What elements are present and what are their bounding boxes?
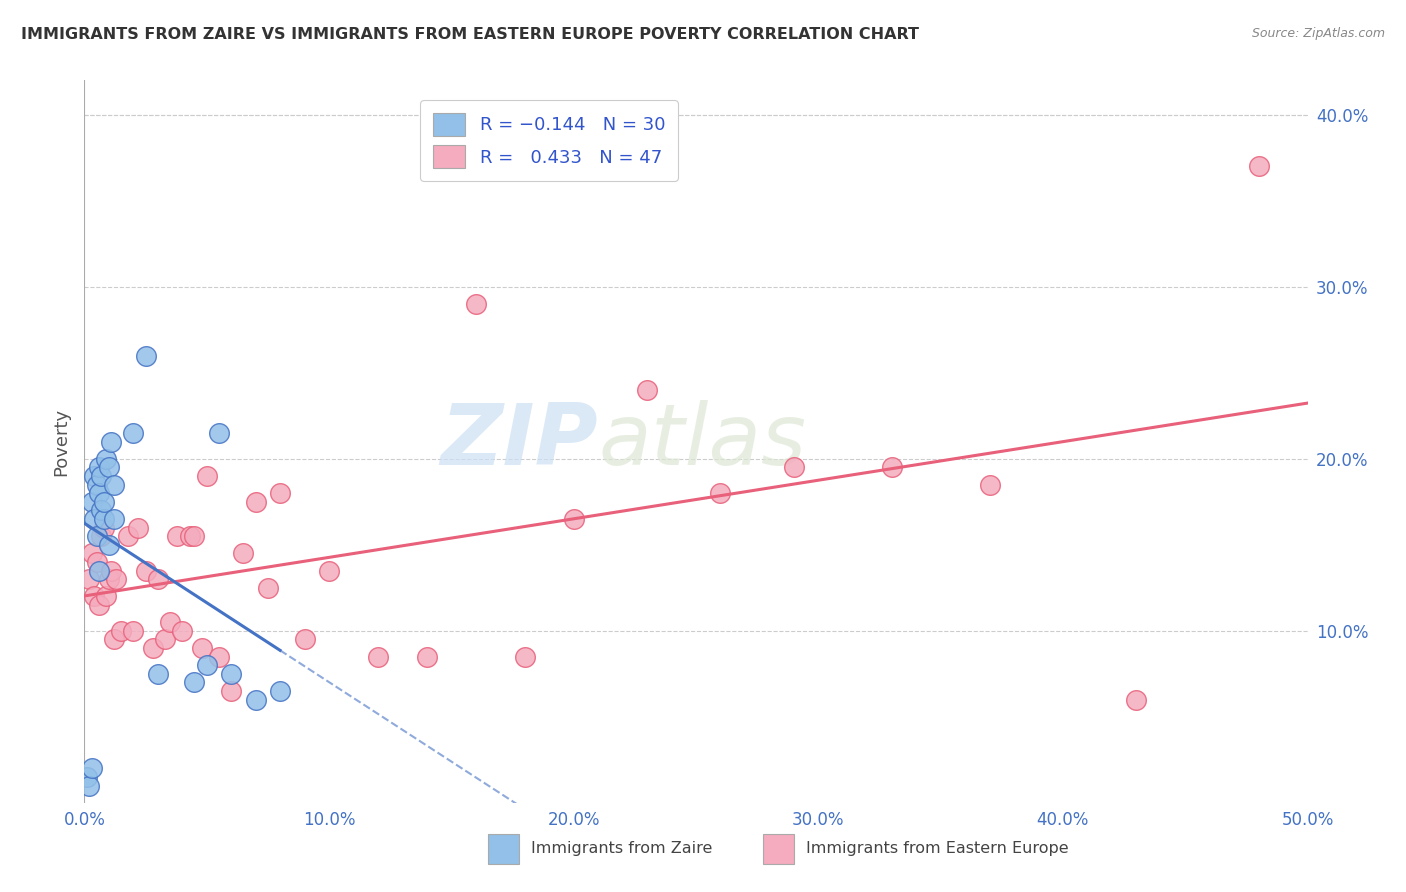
FancyBboxPatch shape	[488, 834, 519, 864]
Point	[80, 546, 103, 560]
Point	[97, 572, 120, 586]
Point	[245, 494, 267, 508]
Point	[269, 684, 291, 698]
Point	[87, 564, 110, 578]
Point	[172, 624, 194, 638]
Point	[232, 546, 254, 560]
Point	[153, 632, 176, 647]
Point	[159, 615, 181, 630]
Point	[103, 632, 125, 647]
Point	[183, 529, 205, 543]
Point	[105, 572, 128, 586]
Point	[146, 572, 169, 586]
Point	[117, 529, 139, 543]
Legend: R = −0.144   N = 30, R =   0.433   N = 47: R = −0.144 N = 30, R = 0.433 N = 47	[420, 100, 678, 181]
Point	[318, 564, 340, 578]
Point	[90, 503, 112, 517]
Point	[783, 460, 806, 475]
Point	[76, 770, 98, 784]
Point	[208, 649, 231, 664]
Point	[77, 572, 100, 586]
Point	[90, 469, 112, 483]
Point	[87, 486, 110, 500]
FancyBboxPatch shape	[763, 834, 794, 864]
Point	[93, 512, 115, 526]
Point	[294, 632, 316, 647]
Point	[191, 640, 214, 655]
Point	[367, 649, 389, 664]
Point	[93, 494, 115, 508]
Point	[86, 477, 108, 491]
Point	[880, 460, 903, 475]
Point	[97, 460, 120, 475]
Point	[87, 598, 110, 612]
Point	[195, 469, 218, 483]
Point	[87, 460, 110, 475]
Point	[219, 684, 242, 698]
Point	[709, 486, 731, 500]
Point	[135, 349, 157, 363]
Text: IMMIGRANTS FROM ZAIRE VS IMMIGRANTS FROM EASTERN EUROPE POVERTY CORRELATION CHAR: IMMIGRANTS FROM ZAIRE VS IMMIGRANTS FROM…	[21, 27, 920, 42]
Point	[96, 590, 118, 604]
Text: Source: ZipAtlas.com: Source: ZipAtlas.com	[1251, 27, 1385, 40]
Point	[183, 675, 205, 690]
Point	[142, 640, 165, 655]
Point	[1247, 159, 1270, 173]
Point	[257, 581, 280, 595]
Point	[100, 434, 122, 449]
Point	[636, 383, 658, 397]
Point	[464, 297, 486, 311]
Point	[1125, 692, 1147, 706]
Point	[166, 529, 188, 543]
Point	[979, 477, 1001, 491]
Point	[562, 512, 585, 526]
Point	[80, 761, 103, 775]
Point	[208, 425, 231, 440]
Point	[245, 692, 267, 706]
Point	[110, 624, 132, 638]
Point	[195, 658, 218, 673]
Point	[86, 555, 108, 569]
Point	[83, 590, 105, 604]
Point	[103, 477, 125, 491]
Point	[146, 666, 169, 681]
Point	[219, 666, 242, 681]
Y-axis label: Poverty: Poverty	[52, 408, 70, 475]
Point	[127, 520, 149, 534]
Point	[122, 425, 145, 440]
Text: Immigrants from Zaire: Immigrants from Zaire	[531, 841, 713, 855]
Point	[93, 520, 115, 534]
Text: ZIP: ZIP	[440, 400, 598, 483]
Point	[100, 564, 122, 578]
Point	[90, 529, 112, 543]
Point	[83, 512, 105, 526]
Point	[97, 538, 120, 552]
Point	[122, 624, 145, 638]
Text: Immigrants from Eastern Europe: Immigrants from Eastern Europe	[806, 841, 1069, 855]
Point	[269, 486, 291, 500]
Point	[179, 529, 201, 543]
Point	[103, 512, 125, 526]
Point	[416, 649, 439, 664]
Point	[83, 469, 105, 483]
Point	[135, 564, 157, 578]
Point	[80, 494, 103, 508]
Text: atlas: atlas	[598, 400, 806, 483]
Point	[96, 451, 118, 466]
Point	[77, 779, 100, 793]
Point	[86, 529, 108, 543]
Point	[513, 649, 536, 664]
